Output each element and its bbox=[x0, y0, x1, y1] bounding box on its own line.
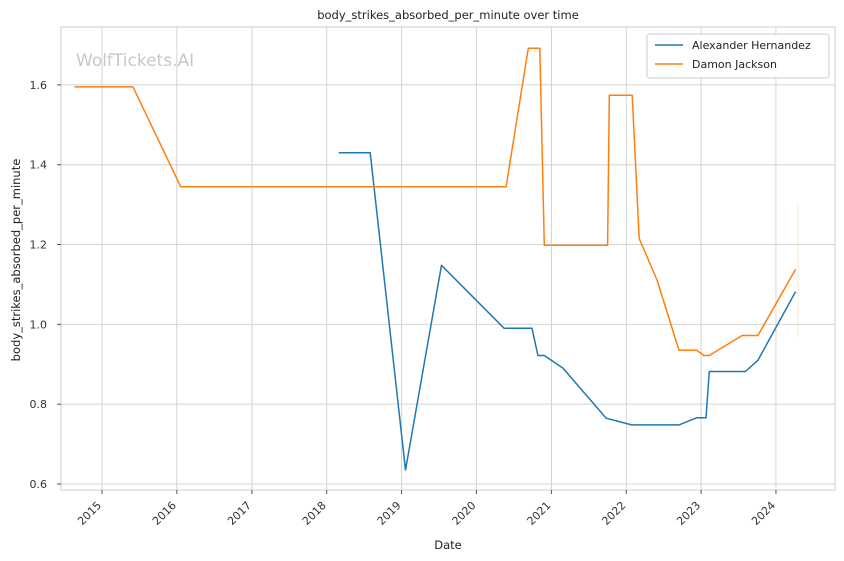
watermark: WolfTickets.AI bbox=[76, 51, 194, 71]
legend: Alexander Hernandez Damon Jackson bbox=[646, 33, 830, 79]
y-tick-label: 0.8 bbox=[30, 398, 48, 411]
legend-label-1: Alexander Hernandez bbox=[692, 39, 811, 52]
y-tick-label: 0.6 bbox=[30, 478, 48, 491]
plot-frame bbox=[60, 26, 836, 491]
y-tick-label: 1.6 bbox=[30, 79, 48, 92]
legend-box bbox=[646, 33, 830, 79]
legend-label-2: Damon Jackson bbox=[692, 58, 777, 71]
series-line-1 bbox=[338, 151, 797, 471]
x-axis-label: Date bbox=[434, 538, 462, 552]
chart-title: body_strikes_absorbed_per_minute over ti… bbox=[317, 8, 579, 22]
series-layer bbox=[74, 47, 797, 471]
grid bbox=[61, 27, 835, 490]
y-tick-label: 1.0 bbox=[30, 318, 48, 331]
y-tick-label: 1.4 bbox=[30, 159, 48, 172]
y-axis-label: body_strikes_absorbed_per_minute bbox=[9, 159, 23, 362]
y-tick-label: 1.2 bbox=[30, 239, 48, 252]
series-line-2 bbox=[74, 47, 797, 357]
y-axis-ticks: 0.6 0.8 1.0 1.2 1.4 1.6 bbox=[30, 79, 61, 491]
